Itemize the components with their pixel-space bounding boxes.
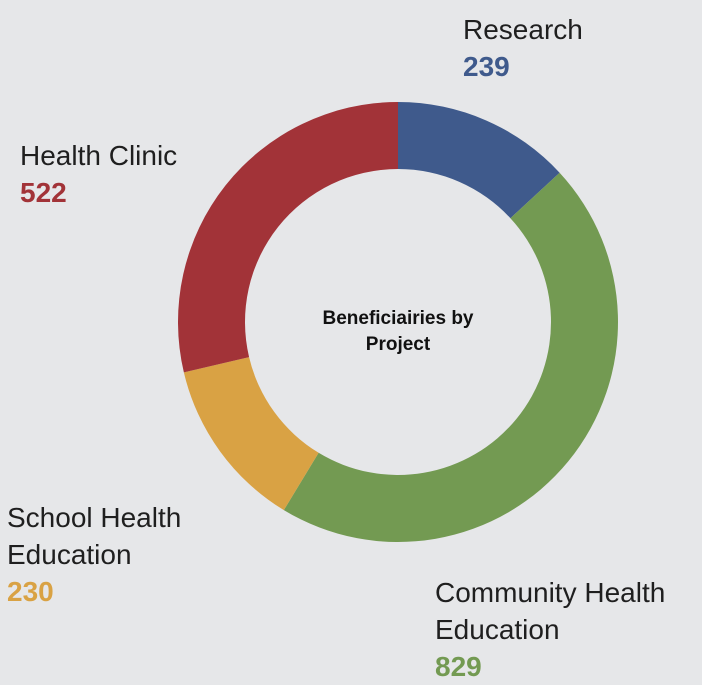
category-name: School Health Education (7, 502, 182, 570)
category-name: Research (463, 14, 583, 45)
category-name: Health Clinic (20, 140, 178, 171)
donut-segment (177, 102, 398, 373)
donut-segment (283, 172, 618, 542)
value-label: 230 (7, 576, 54, 607)
category-name: Community Health Education (435, 577, 666, 645)
slice-label: Community Health Education 829 (435, 574, 702, 685)
value-label: 239 (463, 51, 510, 82)
slice-label: Research 239 (463, 11, 693, 85)
slice-label: School Health Education 230 (7, 499, 217, 610)
donut-segment (398, 102, 560, 219)
donut-segment (183, 357, 319, 511)
chart-title: Beneficiairies by Project (322, 308, 474, 355)
value-label: 829 (435, 651, 482, 682)
slice-label: Health Clinic 522 (20, 137, 220, 211)
value-label: 522 (20, 177, 67, 208)
